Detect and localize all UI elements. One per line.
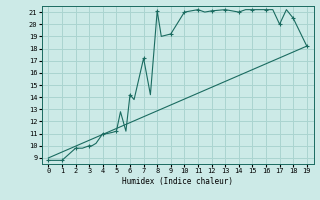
X-axis label: Humidex (Indice chaleur): Humidex (Indice chaleur): [122, 177, 233, 186]
